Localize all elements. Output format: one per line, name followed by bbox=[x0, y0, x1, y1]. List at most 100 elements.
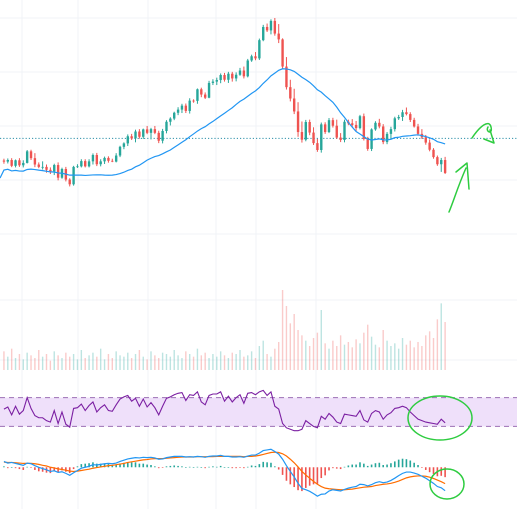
candle[interactable] bbox=[409, 112, 412, 123]
candle[interactable] bbox=[304, 119, 307, 142]
candle[interactable] bbox=[320, 122, 323, 153]
candle[interactable] bbox=[277, 24, 280, 44]
candle[interactable] bbox=[246, 58, 249, 78]
candle[interactable] bbox=[169, 117, 172, 126]
candle[interactable] bbox=[176, 107, 180, 116]
candle[interactable] bbox=[358, 114, 362, 130]
candle[interactable] bbox=[331, 117, 335, 128]
candle[interactable] bbox=[339, 133, 342, 143]
candle[interactable] bbox=[107, 156, 110, 163]
candle[interactable] bbox=[87, 159, 91, 168]
candle[interactable] bbox=[443, 156, 447, 175]
candle[interactable] bbox=[258, 38, 261, 60]
candle[interactable] bbox=[374, 121, 377, 131]
candle[interactable] bbox=[312, 127, 315, 145]
candle[interactable] bbox=[111, 158, 114, 163]
candle[interactable] bbox=[234, 72, 238, 82]
candle[interactable] bbox=[142, 128, 145, 139]
candle[interactable] bbox=[436, 155, 439, 166]
candle[interactable] bbox=[238, 67, 242, 76]
candle[interactable] bbox=[354, 120, 358, 131]
candle[interactable] bbox=[114, 153, 118, 163]
candle[interactable] bbox=[37, 162, 40, 169]
candle[interactable] bbox=[428, 139, 431, 152]
candle[interactable] bbox=[223, 72, 226, 82]
candle[interactable] bbox=[25, 149, 29, 164]
candle[interactable] bbox=[412, 117, 416, 128]
candle[interactable] bbox=[420, 129, 424, 139]
candle[interactable] bbox=[56, 162, 60, 181]
candle[interactable] bbox=[165, 120, 168, 134]
candle[interactable] bbox=[99, 159, 102, 167]
candle[interactable] bbox=[389, 126, 393, 139]
candle[interactable] bbox=[381, 124, 385, 145]
candle[interactable] bbox=[49, 167, 52, 175]
candle[interactable] bbox=[68, 178, 71, 187]
candle[interactable] bbox=[103, 156, 106, 164]
candle[interactable] bbox=[203, 92, 207, 100]
candle[interactable] bbox=[118, 145, 122, 158]
candle[interactable] bbox=[397, 114, 400, 120]
candle[interactable] bbox=[323, 122, 327, 134]
candle[interactable] bbox=[289, 79, 292, 102]
candle[interactable] bbox=[308, 119, 311, 136]
candle[interactable] bbox=[122, 142, 126, 150]
candle[interactable] bbox=[393, 116, 397, 132]
candle[interactable] bbox=[265, 23, 269, 32]
candle[interactable] bbox=[351, 119, 354, 128]
candle[interactable] bbox=[207, 80, 211, 99]
candle[interactable] bbox=[335, 119, 338, 139]
candle[interactable] bbox=[149, 127, 153, 140]
candle[interactable] bbox=[53, 163, 56, 176]
candle[interactable] bbox=[126, 134, 129, 147]
candle[interactable] bbox=[196, 88, 199, 104]
candle[interactable] bbox=[432, 148, 435, 159]
candle[interactable] bbox=[227, 71, 230, 83]
candle[interactable] bbox=[91, 153, 95, 165]
candle[interactable] bbox=[76, 164, 79, 168]
candle[interactable] bbox=[273, 17, 277, 36]
candle[interactable] bbox=[33, 153, 37, 168]
candle[interactable] bbox=[6, 158, 10, 164]
candle[interactable] bbox=[200, 87, 203, 98]
candle[interactable] bbox=[10, 158, 13, 168]
candle[interactable] bbox=[292, 88, 296, 115]
candle[interactable] bbox=[269, 19, 273, 35]
candle[interactable] bbox=[130, 133, 133, 140]
candle[interactable] bbox=[254, 52, 257, 61]
rsi-panel[interactable] bbox=[0, 389, 517, 432]
candle[interactable] bbox=[385, 132, 389, 145]
candle[interactable] bbox=[14, 159, 17, 168]
candle[interactable] bbox=[405, 107, 408, 116]
candle[interactable] bbox=[285, 57, 288, 90]
candle[interactable] bbox=[219, 73, 222, 84]
candle[interactable] bbox=[173, 111, 176, 121]
candle[interactable] bbox=[262, 24, 265, 42]
price-panel[interactable] bbox=[0, 17, 517, 187]
candle[interactable] bbox=[2, 158, 6, 164]
candle[interactable] bbox=[134, 129, 137, 143]
candle[interactable] bbox=[281, 38, 284, 70]
candle[interactable] bbox=[145, 125, 149, 135]
candle[interactable] bbox=[188, 98, 191, 114]
candle[interactable] bbox=[41, 161, 44, 170]
candle[interactable] bbox=[215, 77, 218, 86]
candle[interactable] bbox=[153, 125, 157, 135]
candle[interactable] bbox=[343, 119, 346, 143]
candle[interactable] bbox=[192, 99, 195, 103]
candle[interactable] bbox=[180, 103, 184, 114]
candle[interactable] bbox=[300, 121, 304, 143]
candle[interactable] bbox=[416, 123, 420, 136]
candle[interactable] bbox=[18, 158, 21, 167]
candle[interactable] bbox=[231, 71, 234, 82]
candle[interactable] bbox=[161, 128, 164, 144]
candle[interactable] bbox=[184, 103, 188, 114]
candle[interactable] bbox=[22, 160, 25, 168]
candle[interactable] bbox=[440, 157, 443, 172]
candle[interactable] bbox=[250, 54, 253, 62]
candle[interactable] bbox=[401, 109, 404, 121]
candle[interactable] bbox=[29, 149, 33, 161]
candle[interactable] bbox=[157, 130, 160, 144]
candle[interactable] bbox=[138, 129, 141, 139]
macd-panel[interactable] bbox=[3, 448, 446, 497]
